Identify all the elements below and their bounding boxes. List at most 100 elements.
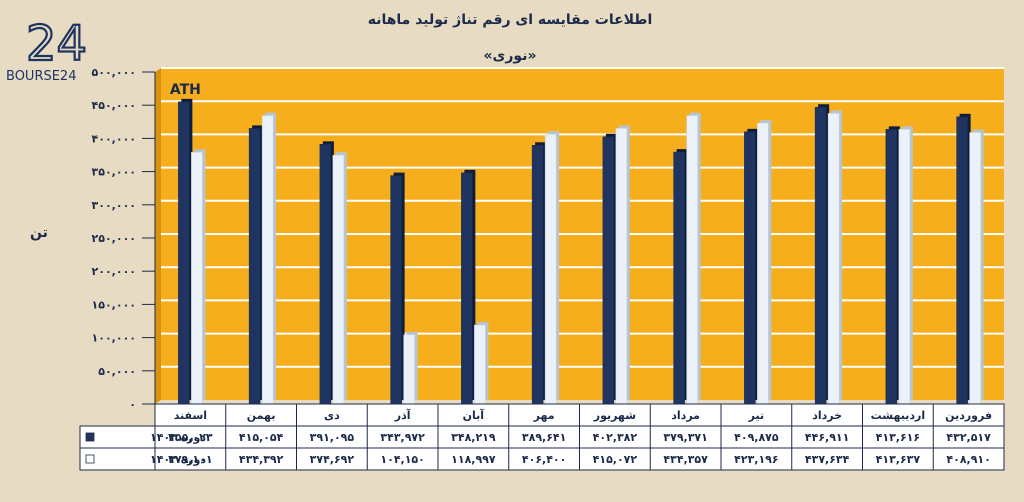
bar bbox=[531, 142, 547, 405]
x-tick-label: آذر bbox=[394, 408, 411, 422]
y-tick-label: ۴۰۰,۰۰۰ bbox=[92, 132, 136, 145]
bar-face bbox=[544, 133, 557, 405]
bar bbox=[248, 125, 264, 405]
y-axis-label: تن bbox=[30, 225, 48, 241]
bar-face bbox=[403, 334, 415, 405]
x-tick-label: اسفند bbox=[174, 409, 207, 422]
data-label: ۳۴۳,۹۷۲ bbox=[380, 431, 425, 444]
y-tick-label: ۴۵۰,۰۰۰ bbox=[92, 99, 136, 112]
bar-face bbox=[686, 115, 698, 405]
x-tick-label: شهریور bbox=[593, 409, 636, 422]
data-label: ۴۳۲,۵۱۷ bbox=[946, 431, 991, 444]
bar bbox=[319, 141, 334, 405]
bourse24-logo: 24 BOURSE24 bbox=[6, 15, 88, 84]
data-label: ۴۳۴,۳۵۷ bbox=[663, 453, 708, 466]
bar-face bbox=[461, 172, 473, 405]
data-label: ۴۰۶,۴۰۰ bbox=[522, 453, 566, 466]
data-label: ۴۳۷,۶۳۴ bbox=[805, 453, 850, 466]
data-label: ۳۷۹,۳۷۱ bbox=[663, 431, 707, 444]
bar-face bbox=[261, 115, 274, 405]
bar bbox=[191, 149, 206, 405]
data-label: ۴۰۹,۸۷۵ bbox=[734, 431, 779, 444]
x-tick-label: فروردین bbox=[945, 409, 992, 422]
bar bbox=[757, 119, 772, 405]
ath-annotation: ATH bbox=[170, 82, 201, 98]
y-tick-label: ۱۵۰,۰۰۰ bbox=[92, 298, 136, 311]
data-label: ۴۰۸,۹۱۰ bbox=[946, 453, 990, 466]
bar-face bbox=[474, 324, 486, 405]
bar bbox=[461, 169, 476, 405]
bar bbox=[885, 126, 900, 405]
data-label: ۳۷۴,۶۹۲ bbox=[310, 453, 355, 466]
legend-swatch bbox=[85, 454, 95, 464]
bar bbox=[178, 98, 193, 405]
data-label: ۴۳۴,۳۹۲ bbox=[239, 453, 284, 466]
bar bbox=[744, 128, 759, 405]
bar bbox=[956, 113, 971, 405]
bar-face bbox=[332, 154, 345, 405]
bar-face bbox=[744, 131, 756, 405]
x-tick-label: تیر bbox=[748, 409, 764, 422]
x-tick-label: دی bbox=[324, 409, 340, 422]
bar bbox=[686, 112, 701, 405]
x-tick-label: مرداد bbox=[671, 409, 700, 422]
data-label: ۴۱۳,۶۱۶ bbox=[876, 431, 920, 444]
data-label: ۳۷۹,۱۰۱ bbox=[168, 453, 212, 466]
y-tick-label: ۰ bbox=[129, 398, 136, 411]
bar-face bbox=[898, 129, 911, 405]
bar bbox=[332, 152, 347, 405]
bar-face bbox=[319, 144, 332, 405]
bar-face bbox=[248, 128, 261, 405]
x-tick-label: بهمن bbox=[247, 409, 276, 422]
y-tick-label: ۳۰۰,۰۰۰ bbox=[92, 199, 136, 212]
x-tick-label: خرداد bbox=[812, 409, 842, 422]
data-label: ۱۰۴,۱۵۰ bbox=[380, 453, 424, 466]
bar bbox=[602, 133, 617, 405]
data-label: ۴۱۵,۰۵۴ bbox=[239, 431, 284, 444]
legend-swatch bbox=[85, 432, 95, 442]
data-label: ۳۸۹,۶۴۱ bbox=[522, 431, 566, 444]
bar-face bbox=[757, 122, 769, 405]
data-label: ۴۲۳,۱۹۶ bbox=[734, 453, 778, 466]
x-tick-label: اردیبهشت bbox=[871, 409, 925, 422]
logo-text: BOURSE24 bbox=[6, 69, 76, 84]
bar-face bbox=[531, 145, 544, 405]
bar bbox=[474, 321, 489, 405]
bar bbox=[615, 125, 630, 405]
bar bbox=[814, 104, 830, 405]
bar-face bbox=[178, 101, 190, 405]
data-label: ۴۵۵,۰۲۳ bbox=[168, 431, 213, 444]
bar-face bbox=[814, 107, 827, 405]
data-label: ۴۴۶,۹۱۱ bbox=[805, 431, 849, 444]
chart-title: اطلاعات مقایسه ای رقم تناژ تولید ماهانه bbox=[367, 12, 653, 28]
data-label: ۴۱۵,۰۷۲ bbox=[593, 453, 638, 466]
y-tick-label: ۲۵۰,۰۰۰ bbox=[92, 232, 136, 245]
bar bbox=[673, 149, 688, 405]
data-label: ۱۱۸,۹۹۷ bbox=[451, 453, 496, 466]
y-tick-label: ۱۰۰,۰۰۰ bbox=[92, 332, 136, 345]
y-tick-label: ۵۰,۰۰۰ bbox=[98, 365, 136, 378]
x-tick-label: مهر bbox=[533, 409, 555, 422]
logo-mark: 24 bbox=[26, 16, 87, 72]
bar bbox=[261, 112, 277, 405]
bar bbox=[403, 331, 418, 405]
chart-subtitle: «نوری» bbox=[483, 48, 537, 64]
bar-face bbox=[827, 113, 840, 405]
bar-face bbox=[956, 116, 968, 405]
bar bbox=[544, 131, 560, 405]
legend-entry: دوره ۱۴۰۳ bbox=[150, 431, 206, 444]
bar-face bbox=[673, 151, 685, 405]
y-tick-label: ۲۰۰,۰۰۰ bbox=[92, 265, 136, 278]
bar-face bbox=[615, 128, 628, 405]
y-tick-label: ۵۰۰,۰۰۰ bbox=[92, 66, 136, 79]
bar-face bbox=[191, 152, 203, 405]
legend-entry: دوره ۱۴۰۲ bbox=[150, 453, 206, 466]
bar-face bbox=[885, 129, 898, 405]
data-label: ۴۱۳,۶۳۷ bbox=[876, 453, 921, 466]
bar-face bbox=[602, 136, 615, 405]
bar-face bbox=[390, 175, 402, 405]
y-tick-label: ۳۵۰,۰۰۰ bbox=[92, 166, 136, 179]
x-tick-label: آبان bbox=[463, 408, 485, 422]
bar bbox=[827, 110, 843, 405]
